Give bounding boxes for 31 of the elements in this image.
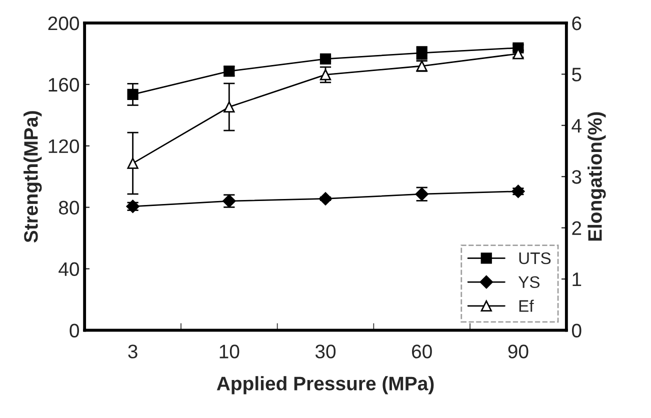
x-tick-label: 10 — [220, 344, 240, 358]
x-tick-label: 3 — [128, 344, 138, 358]
point — [224, 101, 235, 113]
point — [318, 192, 332, 206]
point — [320, 69, 332, 80]
y2-axis-title: Elongation(%) — [588, 112, 606, 241]
x-axis-title: Applied Pressure (MPa) — [216, 376, 434, 394]
y2-tick-label: 2 — [572, 221, 582, 235]
y2-tick-label: 0 — [572, 324, 582, 338]
legend-label: Ef — [519, 300, 534, 312]
x-tick-label: 30 — [315, 344, 336, 358]
point — [320, 53, 332, 64]
y-tick-label: 80 — [58, 200, 80, 215]
y2-tick-label: 4 — [572, 119, 582, 132]
y-tick-label: 120 — [48, 139, 80, 154]
y-tick-label: 200 — [48, 16, 80, 30]
point — [512, 184, 525, 198]
y2-tick-label: 6 — [572, 16, 582, 30]
y2-tick-label: 3 — [572, 170, 582, 184]
y-tick-label: 160 — [48, 78, 80, 92]
point — [127, 158, 138, 169]
y2-tick-label: 1 — [572, 272, 582, 286]
legend-label: YS — [518, 276, 540, 288]
legend-label: UTS — [519, 252, 551, 264]
y-axis-title: Strength(MPa) — [24, 111, 42, 242]
y-tick-label: 40 — [58, 262, 80, 276]
point — [127, 88, 138, 100]
x-tick-label: 90 — [508, 344, 528, 358]
x-tick-label: 60 — [412, 344, 432, 358]
y-tick-label: 0 — [70, 324, 80, 338]
y2-tick-label: 5 — [572, 68, 582, 82]
